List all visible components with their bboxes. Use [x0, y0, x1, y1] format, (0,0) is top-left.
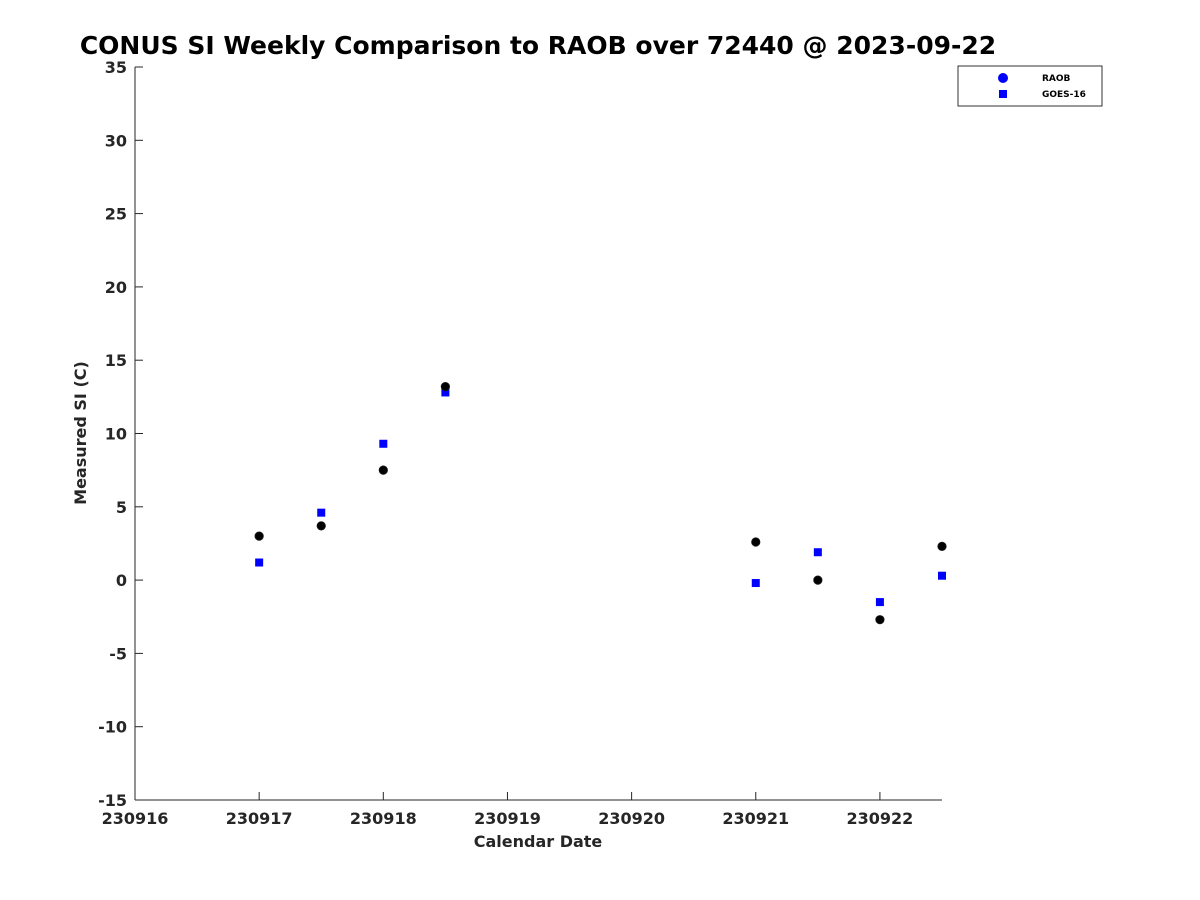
legend: RAOB GOES-16: [957, 65, 1103, 107]
legend-box: [957, 65, 1103, 107]
x-tick-label: 230921: [722, 809, 789, 828]
raob-point: [813, 575, 823, 585]
goes16-point: [751, 579, 760, 588]
y-tick-label: 30: [105, 131, 127, 150]
goes16-point: [379, 439, 388, 448]
goes16-point: [441, 388, 450, 397]
y-tick-label: 10: [105, 425, 127, 444]
goes16-point: [938, 571, 946, 580]
legend-entries: RAOB GOES-16: [998, 73, 1086, 100]
goes16-point: [875, 598, 884, 607]
goes16-point: [255, 558, 264, 567]
raob-point: [937, 541, 947, 551]
goes16-point: [317, 508, 326, 517]
series-layer: [254, 381, 947, 625]
raob-point: [440, 381, 450, 392]
y-tick-label: -15: [98, 791, 127, 810]
axes: [134, 67, 942, 801]
y-tick-label: 5: [116, 498, 127, 517]
x-tick-label: 230916: [102, 809, 169, 828]
raob-point: [751, 537, 761, 547]
y-tick-label: 15: [105, 351, 127, 370]
x-tick-label: 230922: [847, 809, 914, 828]
x-ticks: 230916 230917 230918 230919 230920 230921 2309…: [102, 792, 914, 828]
x-tick-label: 230919: [474, 809, 541, 828]
y-tick-label: -5: [109, 644, 127, 663]
raob-point: [254, 531, 264, 541]
chart-title: CONUS SI Weekly Comparison to RAOB over …: [80, 31, 996, 60]
y-tick-label: -10: [98, 718, 127, 737]
raob-point: [875, 615, 885, 625]
raob-point: [316, 521, 326, 531]
y-axis-label: Measured SI (C): [71, 361, 90, 505]
y-tick-label: 25: [105, 205, 127, 224]
goes16-point: [813, 548, 822, 557]
x-tick-label: 230918: [350, 809, 417, 828]
y-tick-label: 0: [116, 571, 127, 590]
x-tick-label: 230917: [226, 809, 293, 828]
x-tick-label: 230920: [598, 809, 665, 828]
legend-label: RAOB: [1042, 74, 1071, 84]
raob-point: [378, 465, 388, 475]
y-tick-label: 35: [105, 58, 127, 77]
legend-marker-raob: [998, 73, 1008, 83]
legend-label: GOES-16: [1042, 90, 1086, 100]
y-ticks: -15 -10 -5 0 5 10 15 20 25 30 35: [98, 58, 143, 810]
legend-marker-goes16: [999, 90, 1007, 98]
x-axis-label: Calendar Date: [474, 832, 603, 851]
y-tick-label: 20: [105, 278, 127, 297]
